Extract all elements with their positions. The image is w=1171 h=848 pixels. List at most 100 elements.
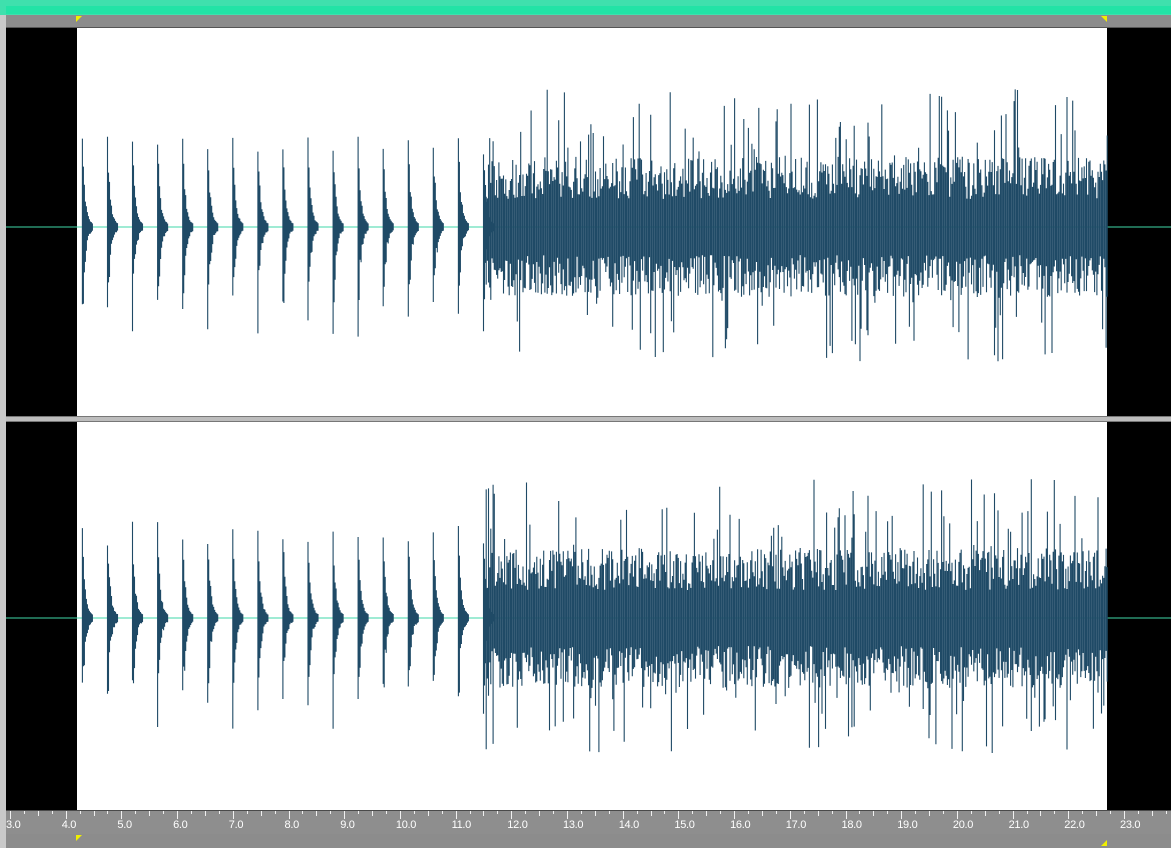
ruler-minor-tick (23, 811, 25, 814)
ruler-major-tick (399, 811, 401, 819)
ruler-time-label: 4.0 (61, 819, 77, 831)
waveform-path (81, 479, 1108, 753)
ruler-minor-tick (372, 811, 374, 816)
ruler-minor-tick (163, 811, 165, 814)
ruler-major-tick (10, 811, 11, 819)
waveform-right (6, 479, 1171, 753)
ruler-minor-tick (93, 811, 95, 816)
waveform-peaks (81, 89, 1108, 362)
ruler-minor-tick (135, 811, 137, 814)
waveform-peaks (81, 479, 1108, 753)
ruler-time-label: 9.0 (340, 819, 355, 831)
ruler-major-tick (789, 811, 791, 819)
selection-end-marker-bottom[interactable] (1101, 840, 1108, 846)
ruler-minor-tick (358, 811, 360, 814)
channel-right[interactable] (6, 422, 1171, 810)
top-selection-ruler[interactable] (6, 15, 1171, 28)
ruler-minor-tick (970, 811, 972, 814)
ruler-major-tick (622, 811, 624, 819)
ruler-major-tick (121, 811, 123, 819)
ruler-minor-tick (497, 811, 499, 814)
overview-bar[interactable] (6, 6, 1171, 14)
ruler-major-tick (845, 811, 847, 819)
time-ruler[interactable]: 3.0 4.0 5.0 6.0 7.0 8.0 9.0 10.0 11.0 12.0 13.0 14.… (6, 810, 1171, 835)
ruler-minor-tick (1026, 811, 1028, 814)
ruler-minor-tick (218, 811, 220, 814)
ruler-time-label: 21.0 (1008, 819, 1030, 831)
ruler-minor-tick (887, 811, 889, 814)
channel-divider (6, 416, 1171, 422)
ruler-minor-tick (873, 811, 875, 816)
ruler-minor-tick (385, 811, 387, 814)
ruler-major-tick (1124, 811, 1125, 819)
ruler-minor-tick (580, 811, 582, 814)
ruler-minor-tick (594, 811, 596, 816)
ruler-major-tick (1012, 811, 1014, 819)
ruler-minor-tick (859, 811, 861, 814)
ruler-time-label: 22.0 (1064, 819, 1085, 831)
ruler-minor-tick (316, 811, 318, 816)
ruler-minor-tick (915, 811, 917, 814)
ruler-minor-tick (149, 811, 151, 816)
ruler-minor-tick (553, 811, 555, 814)
ruler-major-tick (511, 811, 513, 819)
ruler-minor-tick (469, 811, 471, 814)
ruler-minor-tick (413, 811, 415, 814)
selection-end-marker-top[interactable] (1101, 16, 1108, 22)
ruler-minor-tick (483, 811, 485, 816)
waveform-left (6, 89, 1171, 362)
ruler-minor-tick (803, 811, 805, 814)
ruler-minor-tick (107, 811, 109, 814)
ruler-minor-tick (204, 811, 206, 816)
ruler-minor-tick (1040, 811, 1042, 816)
channel-left[interactable] (6, 28, 1171, 416)
ruler-time-label: 8.0 (284, 819, 300, 831)
ruler-minor-tick (650, 811, 652, 816)
ruler-minor-tick (1096, 811, 1098, 816)
ruler-minor-tick (79, 811, 81, 814)
ruler-time-label: 14.0 (618, 819, 640, 831)
ruler-time-label: 6.0 (173, 819, 188, 831)
ruler-time-label: 18.0 (841, 819, 863, 831)
ruler-major-tick (344, 811, 346, 819)
ruler-major-tick (678, 811, 680, 819)
ruler-minor-tick (427, 811, 429, 816)
ruler-time-label: 12.0 (507, 819, 528, 831)
ruler-minor-tick (942, 811, 944, 814)
ruler-minor-tick (831, 811, 833, 814)
ruler-minor-tick (929, 811, 931, 816)
ruler-time-label: 16.0 (730, 819, 751, 831)
ruler-major-tick (232, 811, 234, 819)
waveform-path (81, 89, 1108, 362)
selection-start-marker-bottom[interactable] (75, 835, 82, 841)
ruler-minor-tick (539, 811, 541, 816)
ruler-major-tick (65, 811, 67, 819)
ruler-minor-tick (51, 811, 53, 814)
ruler-time-label: 17.0 (785, 819, 807, 831)
ruler-minor-tick (761, 811, 763, 816)
ruler-minor-tick (1054, 811, 1056, 814)
ruler-minor-tick (775, 811, 777, 814)
ruler-major-tick (455, 811, 457, 819)
ruler-time-label: 7.0 (228, 819, 244, 831)
waveform-display[interactable] (6, 28, 1171, 810)
ruler-minor-tick (302, 811, 304, 814)
ruler-minor-tick (1151, 811, 1153, 816)
ruler-minor-tick (274, 811, 276, 814)
bottom-selection-ruler[interactable] (6, 834, 1171, 848)
ruler-minor-tick (748, 811, 750, 814)
ruler-major-tick (1068, 811, 1070, 819)
ruler-major-tick (288, 811, 290, 819)
ruler-major-tick (734, 811, 736, 819)
ruler-minor-tick (191, 811, 193, 814)
ruler-time-label: 11.0 (451, 819, 472, 831)
ruler-time-label: 10.0 (395, 819, 417, 831)
ruler-minor-tick (441, 811, 443, 814)
ruler-minor-tick (330, 811, 332, 814)
ruler-major-tick (567, 811, 568, 819)
ruler-time-label: 19.0 (897, 819, 918, 831)
window-left-edge (0, 15, 6, 848)
ruler-minor-tick (260, 811, 262, 816)
ruler-minor-tick (706, 811, 708, 816)
selection-start-marker-top[interactable] (75, 16, 82, 22)
